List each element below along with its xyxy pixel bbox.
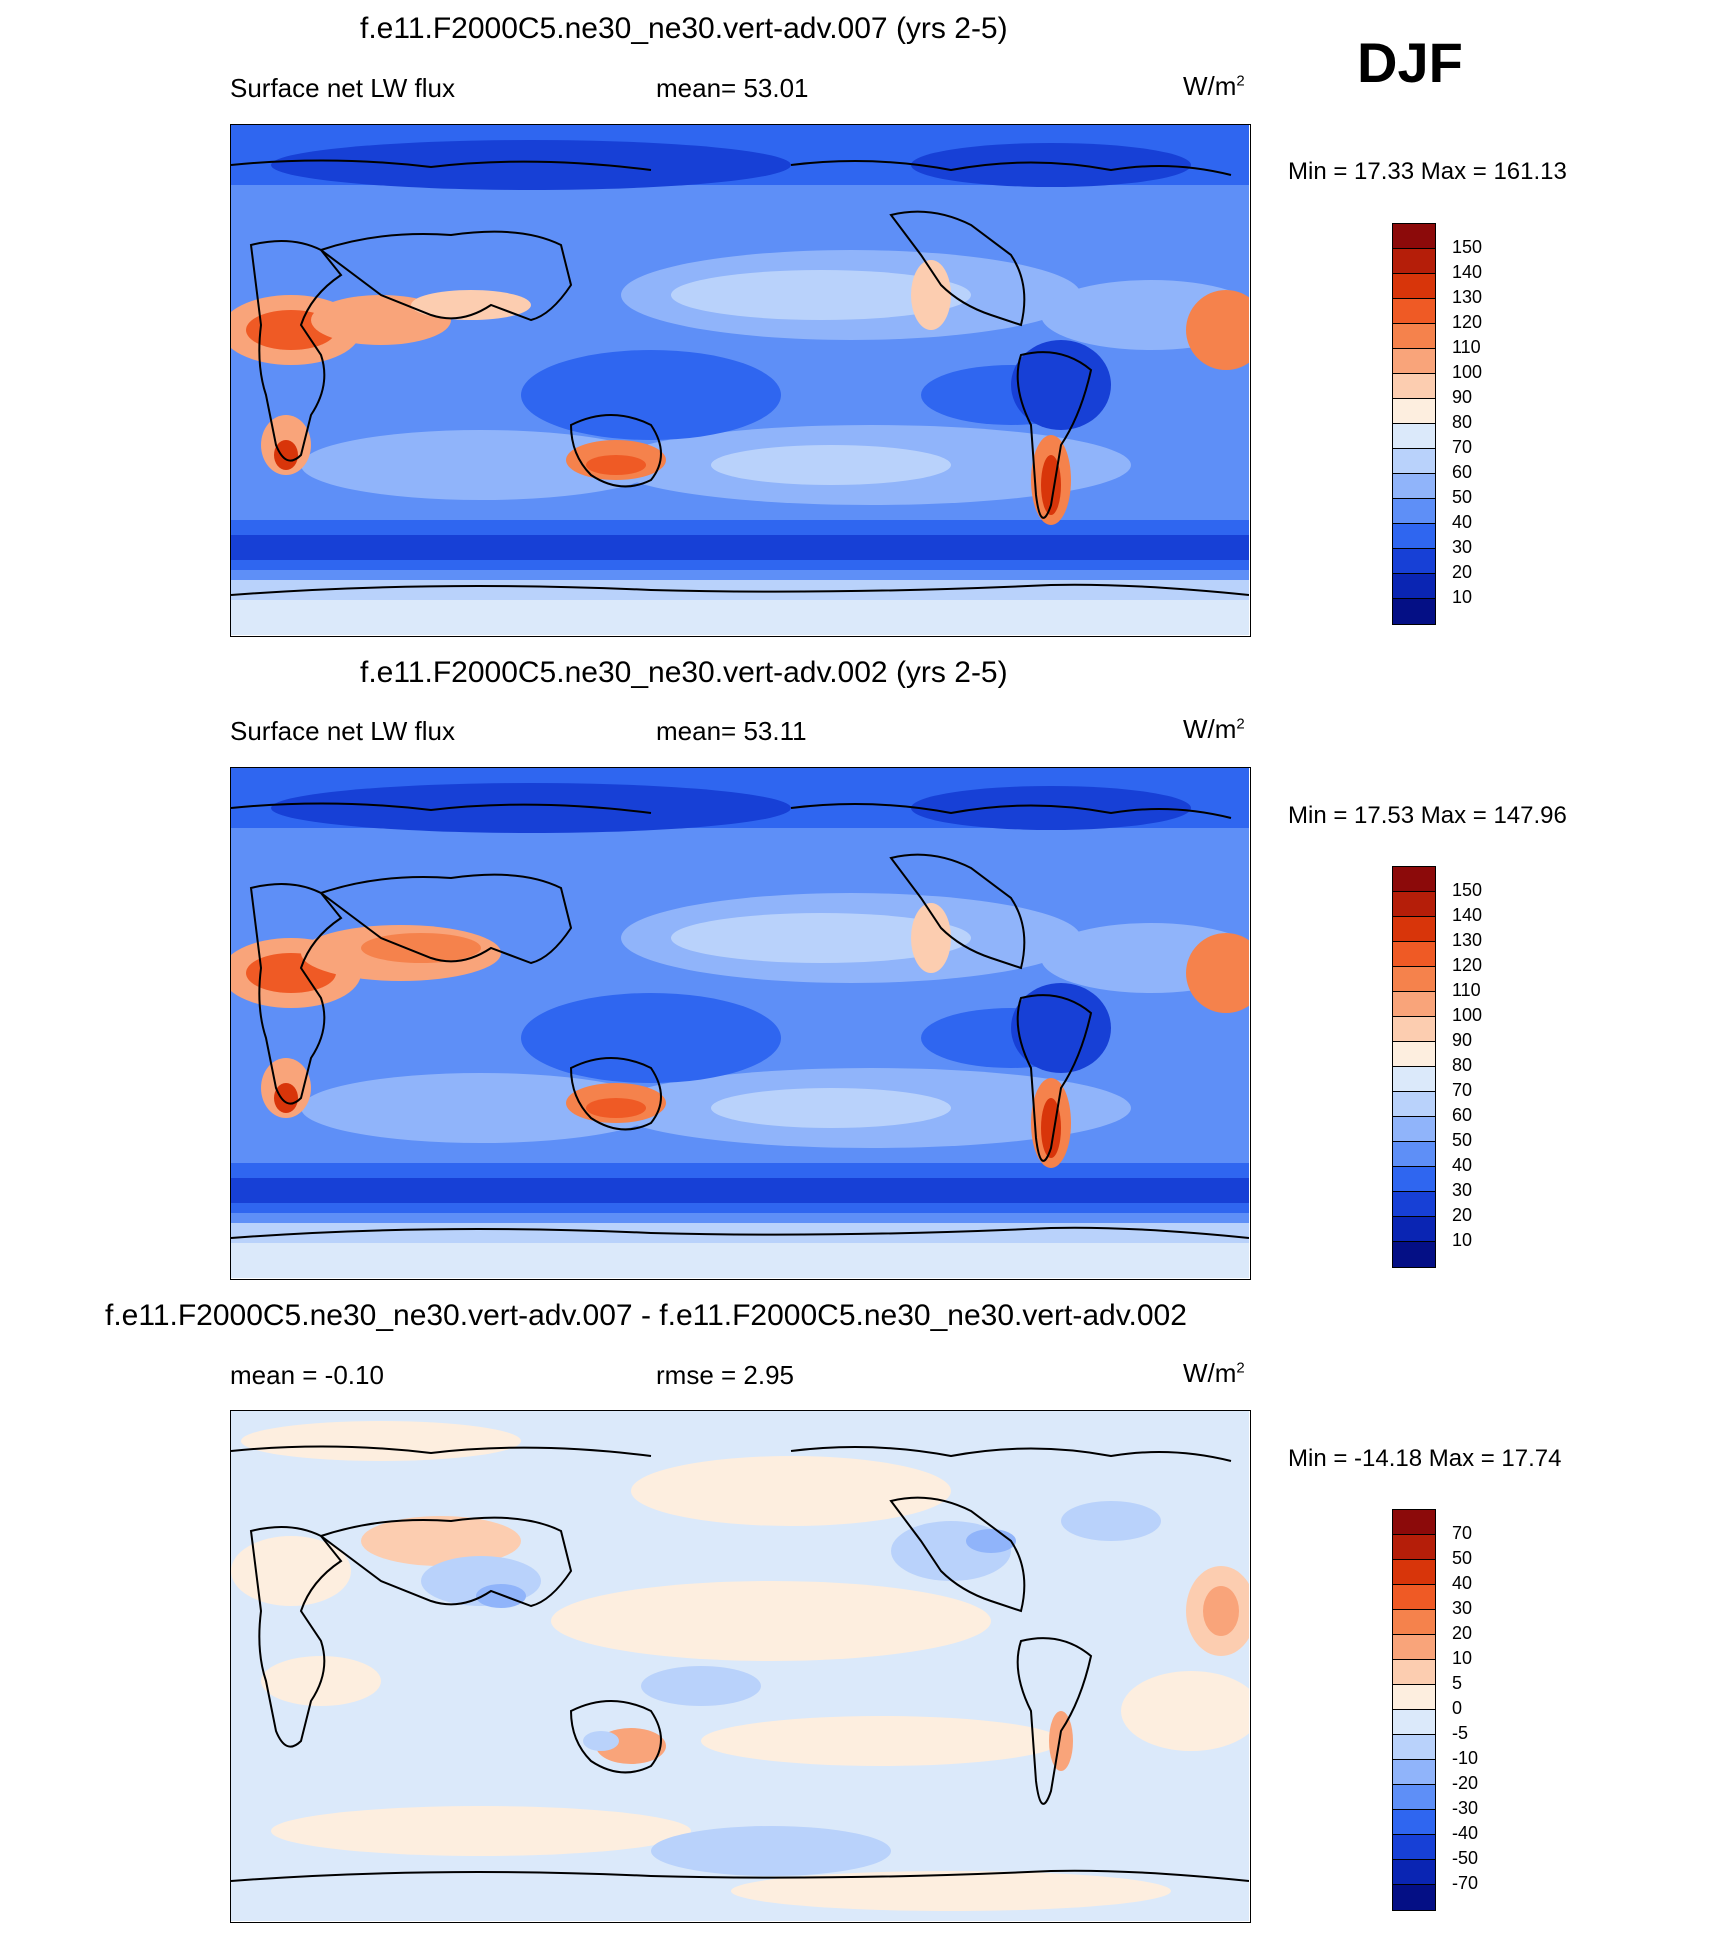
panel-1-field-label: Surface net LW flux: [230, 73, 455, 103]
panel-3-cbar-tick: 50: [1452, 1548, 1473, 1568]
panel-3-cbar-tick: -70: [1452, 1873, 1479, 1893]
panel-1-cbar-tick: 130: [1452, 287, 1483, 307]
panel-2-cbar-tick: 90: [1452, 1030, 1473, 1050]
panel-1-cbar-tick: 70: [1452, 437, 1473, 457]
panel-3-cbar-tick: -20: [1452, 1773, 1479, 1793]
panel-1-map-svg: [231, 125, 1249, 635]
panel-3-cbar-tick: -50: [1452, 1848, 1479, 1868]
panel-2-cbar-tick: 110: [1452, 980, 1481, 1000]
panel-3-map: [230, 1410, 1251, 1923]
panel-3-cbar-tick: 10: [1452, 1648, 1473, 1668]
panel-1-title: f.e11.F2000C5.ne30_ne30.vert-adv.007 (yr…: [360, 12, 1008, 45]
panel-3-rmse-label: rmse = 2.95: [656, 1360, 795, 1390]
panel-2-minmax: Min = 17.53 Max = 147.96: [1288, 802, 1567, 829]
panel-2-map-svg: [231, 768, 1249, 1278]
panel-1-cbar-tick: 140: [1452, 262, 1483, 282]
panel-2-unit-label: W/m2: [1183, 714, 1245, 744]
panel-3-colorbar: [1392, 1509, 1436, 1911]
panel-1-cbar-tick: 10: [1452, 587, 1473, 607]
panel-1-mean-label: mean= 53.01: [656, 73, 809, 103]
panel-2-cbar-tick: 50: [1452, 1130, 1473, 1150]
panel-2-cbar-tick: 80: [1452, 1055, 1473, 1075]
panel-2-map: [230, 767, 1251, 1280]
panel-3-cbar-tick: 20: [1452, 1623, 1473, 1643]
panel-3-map-svg: [231, 1411, 1249, 1921]
panel-3-cbar-tick: 0: [1452, 1698, 1463, 1718]
panel-3-mean-label: mean = -0.10: [230, 1360, 384, 1390]
panel-2-cbar-tick: 10: [1452, 1230, 1473, 1250]
panel-2-cbar-tick: 60: [1452, 1105, 1473, 1125]
panel-2-cbar-tick: 130: [1452, 930, 1483, 950]
panel-1-cbar-tick: 100: [1452, 362, 1483, 382]
panel-2-cbar-tick: 30: [1452, 1180, 1473, 1200]
panel-1-unit-label: W/m2: [1183, 71, 1245, 101]
panel-2-mean-label: mean= 53.11: [656, 716, 807, 746]
panel-3-cbar-tick: -10: [1452, 1748, 1479, 1768]
panel-3-cbar-tick: -5: [1452, 1723, 1469, 1743]
panel-3-title: f.e11.F2000C5.ne30_ne30.vert-adv.007 - f…: [105, 1299, 1187, 1332]
panel-3-unit-label: W/m2: [1183, 1358, 1245, 1388]
panel-1-cbar-tick: 150: [1452, 237, 1483, 257]
panel-1-cbar-tick: 80: [1452, 412, 1473, 432]
panel-3-cbar-tick: 30: [1452, 1598, 1473, 1618]
panel-1-cbar-tick: 20: [1452, 562, 1473, 582]
panel-2-cbar-tick: 40: [1452, 1155, 1473, 1175]
panel-1-cbar-tick: 50: [1452, 487, 1473, 507]
panel-2-cbar-tick: 70: [1452, 1080, 1473, 1100]
panel-2-cbar-tick: 120: [1452, 955, 1483, 975]
panel-3-cbar-tick: 40: [1452, 1573, 1473, 1593]
panel-1-colorbar: [1392, 223, 1436, 625]
panel-2-cbar-tick: 140: [1452, 905, 1483, 925]
panel-1-cbar-tick: 40: [1452, 512, 1473, 532]
panel-3-cbar-tick: 70: [1452, 1523, 1473, 1543]
panel-3-cbar-tick: -30: [1452, 1798, 1479, 1818]
panel-2-colorbar: [1392, 866, 1436, 1268]
panel-1-minmax: Min = 17.33 Max = 161.13: [1288, 158, 1567, 185]
panel-1-cbar-tick: 30: [1452, 537, 1473, 557]
panel-1-cbar-tick: 120: [1452, 312, 1483, 332]
panel-3-minmax: Min = -14.18 Max = 17.74: [1288, 1445, 1562, 1472]
panel-2-cbar-tick: 100: [1452, 1005, 1483, 1025]
panel-3-cbar-tick: 5: [1452, 1673, 1463, 1693]
panel-3-cbar-tick: -40: [1452, 1823, 1479, 1843]
season-label: DJF: [1357, 31, 1463, 94]
panel-1-cbar-tick: 90: [1452, 387, 1473, 407]
panel-1-map: [230, 124, 1251, 637]
panel-2-cbar-tick: 20: [1452, 1205, 1473, 1225]
panel-2-cbar-tick: 150: [1452, 880, 1483, 900]
panel-1-cbar-tick: 60: [1452, 462, 1473, 482]
panel-1-cbar-tick: 110: [1452, 337, 1481, 357]
panel-2-title: f.e11.F2000C5.ne30_ne30.vert-adv.002 (yr…: [360, 656, 1008, 689]
panel-2-field-label: Surface net LW flux: [230, 716, 455, 746]
